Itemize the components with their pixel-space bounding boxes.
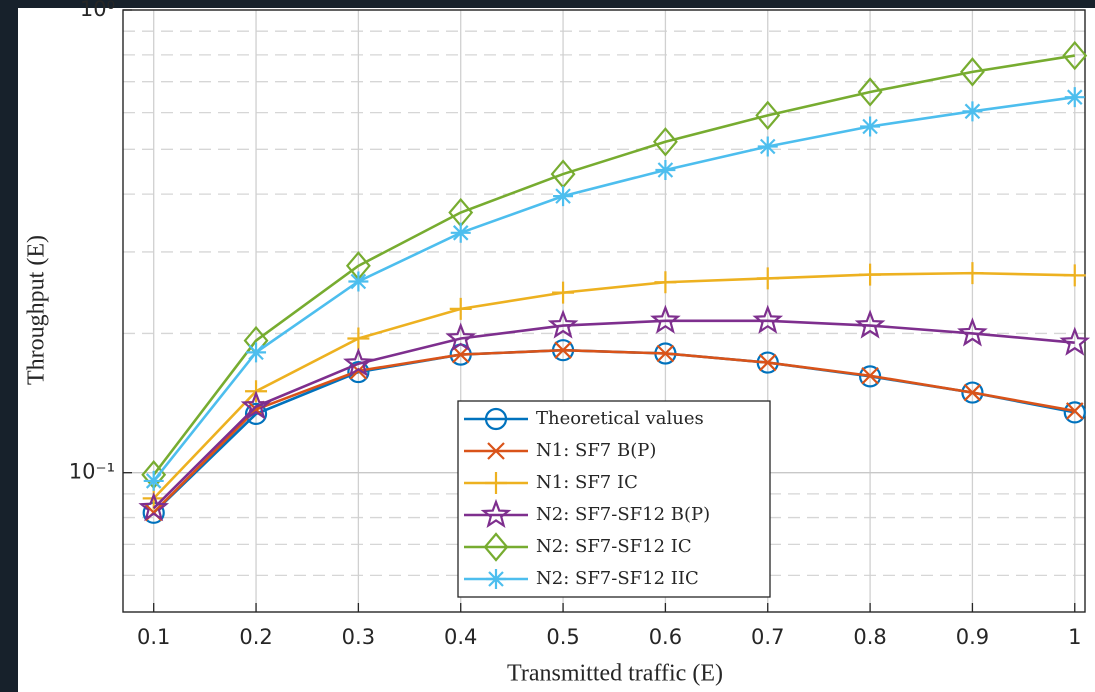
y-axis-label: Throughput (E)	[24, 235, 50, 385]
data-point	[138, 492, 170, 522]
legend-label: N1: SF7 B(P)	[536, 440, 656, 461]
data-point	[348, 271, 369, 292]
plot-frame	[122, 9, 1086, 613]
data-point	[347, 327, 370, 350]
data-point	[655, 160, 676, 181]
x-tick-label: 0.2	[239, 625, 272, 649]
data-point	[450, 222, 471, 243]
data-point	[654, 271, 677, 294]
data-point	[244, 402, 268, 425]
data-point	[554, 341, 572, 359]
series-line	[152, 348, 1075, 514]
legend-label: N1: SF7 IC	[536, 472, 638, 493]
data-point	[343, 347, 374, 377]
data-point	[859, 263, 882, 286]
y-tick-label: 10⁻¹	[69, 460, 115, 484]
data-point	[860, 116, 881, 137]
data-point	[752, 304, 784, 334]
legend-marker	[485, 472, 507, 494]
legend: Theoretical values N1: SF7 B(P) N1: SF7 IC…	[457, 400, 771, 598]
data-point	[758, 353, 777, 372]
x-tick-label: 0.5	[546, 625, 579, 649]
data-point	[961, 262, 984, 285]
data-point	[756, 267, 779, 290]
data-point	[1062, 40, 1088, 71]
y-tick-label: 10⁰	[80, 0, 115, 21]
data-point	[1065, 402, 1084, 420]
x-tick-label: 0.6	[649, 625, 682, 649]
legend-label: N2: SF7-SF12 B(P)	[536, 504, 710, 525]
legend-label: Theoretical values	[536, 408, 704, 429]
data-point	[854, 309, 886, 339]
data-point	[961, 381, 984, 404]
series-line	[152, 95, 1075, 482]
data-point	[1063, 401, 1086, 424]
x-tick-label: 0.7	[751, 625, 784, 649]
legend-label: N2: SF7-SF12 IIC	[536, 568, 699, 589]
data-point	[246, 342, 267, 363]
data-point	[652, 127, 678, 157]
legend-marker	[480, 498, 512, 529]
data-point	[552, 281, 575, 304]
data-point	[755, 100, 781, 131]
legend-marker	[486, 569, 506, 589]
legend-marker	[483, 532, 509, 562]
data-point	[1059, 326, 1091, 356]
data-point	[547, 309, 579, 339]
x-tick-label: 0.4	[444, 625, 477, 649]
x-tick-label: 0.1	[137, 625, 170, 649]
data-point	[240, 390, 272, 420]
data-point	[957, 317, 988, 347]
data-point	[962, 101, 983, 122]
x-tick-label: 0.9	[956, 625, 989, 649]
series-line	[152, 271, 1075, 500]
data-point	[347, 360, 370, 384]
data-point	[451, 345, 470, 364]
series-line	[152, 319, 1075, 510]
data-point	[757, 136, 778, 157]
data-point	[553, 186, 574, 207]
data-point	[445, 322, 477, 352]
data-point	[861, 366, 879, 385]
x-tick-label: 0.3	[342, 625, 375, 649]
data-point	[142, 487, 165, 510]
x-tick-label: 1	[1068, 625, 1081, 649]
data-point	[650, 304, 681, 334]
data-point	[963, 383, 982, 402]
legend-box	[457, 400, 771, 598]
legend-label: N2: SF7-SF12 IC	[536, 536, 692, 557]
data-point	[656, 344, 675, 363]
legend-marker	[484, 407, 508, 431]
data-point	[857, 77, 883, 107]
data-point	[143, 470, 164, 491]
legend-marker	[487, 442, 505, 460]
data-point	[1063, 264, 1086, 287]
data-point	[1064, 87, 1085, 108]
x-axis-label: Transmitted traffic (E)	[507, 661, 723, 687]
data-point	[959, 57, 985, 87]
series-line	[152, 54, 1075, 476]
x-tick-label: 0.8	[853, 625, 886, 649]
data-point	[449, 297, 472, 320]
